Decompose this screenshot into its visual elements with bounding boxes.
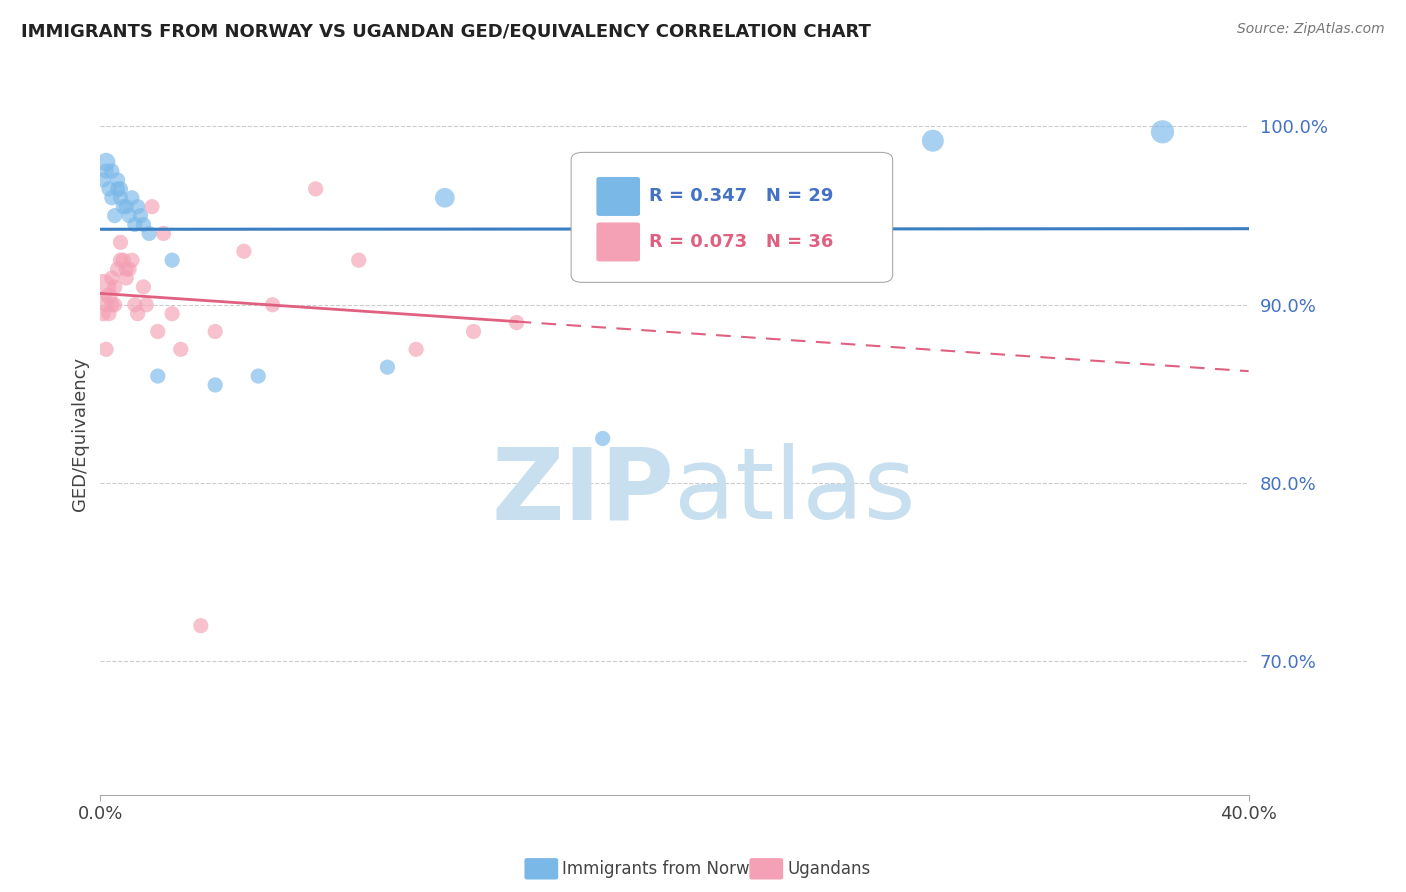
Point <box>141 200 163 214</box>
Point <box>433 191 456 205</box>
Point <box>190 618 212 632</box>
Point <box>124 218 146 232</box>
Point <box>132 218 155 232</box>
Point <box>97 307 120 321</box>
Point <box>97 182 120 196</box>
Point <box>115 262 138 277</box>
Text: Ugandans: Ugandans <box>787 860 870 878</box>
Point <box>463 325 485 339</box>
Point <box>127 200 149 214</box>
Point <box>94 343 117 357</box>
Point <box>115 200 138 214</box>
Text: IMMIGRANTS FROM NORWAY VS UGANDAN GED/EQUIVALENCY CORRELATION CHART: IMMIGRANTS FROM NORWAY VS UGANDAN GED/EQ… <box>21 22 870 40</box>
Point <box>115 271 138 285</box>
Point <box>118 209 141 223</box>
Point <box>94 298 117 312</box>
Point <box>104 280 127 294</box>
Point <box>1152 125 1174 139</box>
Point <box>110 191 132 205</box>
Point <box>110 253 132 268</box>
Point <box>135 298 157 312</box>
Point <box>132 280 155 294</box>
Point <box>107 262 129 277</box>
Point <box>101 298 124 312</box>
Y-axis label: GED/Equivalency: GED/Equivalency <box>72 357 89 511</box>
FancyBboxPatch shape <box>571 153 893 283</box>
Point <box>146 325 169 339</box>
Point <box>592 432 614 446</box>
Point <box>118 262 141 277</box>
Point <box>232 244 254 259</box>
Point <box>305 182 328 196</box>
Text: Source: ZipAtlas.com: Source: ZipAtlas.com <box>1237 22 1385 37</box>
Point <box>107 182 129 196</box>
Point <box>101 191 124 205</box>
Text: R = 0.347   N = 29: R = 0.347 N = 29 <box>650 187 834 205</box>
Text: ZIP: ZIP <box>492 443 675 541</box>
Point <box>101 271 124 285</box>
Point <box>94 155 117 169</box>
Point <box>101 164 124 178</box>
Point <box>121 191 143 205</box>
Point <box>121 253 143 268</box>
Point <box>405 343 427 357</box>
Point <box>262 298 284 312</box>
Point <box>247 369 270 384</box>
Point <box>152 227 174 241</box>
Point <box>204 378 226 392</box>
Point <box>127 307 149 321</box>
Point <box>160 307 183 321</box>
Point <box>204 325 226 339</box>
Point <box>505 316 527 330</box>
Point <box>921 134 943 148</box>
Point <box>146 369 169 384</box>
Point <box>104 298 127 312</box>
Point <box>124 298 146 312</box>
Point <box>129 209 152 223</box>
Point <box>112 200 135 214</box>
Text: atlas: atlas <box>675 443 917 541</box>
Point <box>107 173 129 187</box>
Point <box>347 253 370 268</box>
Point <box>112 253 135 268</box>
Point <box>94 164 117 178</box>
Point <box>110 235 132 250</box>
Text: Immigrants from Norway: Immigrants from Norway <box>562 860 770 878</box>
Point <box>377 360 399 375</box>
Point <box>91 280 114 294</box>
Point <box>91 307 114 321</box>
FancyBboxPatch shape <box>596 177 640 216</box>
Point <box>138 227 160 241</box>
Point <box>97 289 120 303</box>
FancyBboxPatch shape <box>596 222 640 261</box>
Text: R = 0.073   N = 36: R = 0.073 N = 36 <box>650 233 834 251</box>
Point <box>91 173 114 187</box>
Point <box>110 182 132 196</box>
Point <box>160 253 183 268</box>
Point <box>104 209 127 223</box>
Point <box>170 343 193 357</box>
